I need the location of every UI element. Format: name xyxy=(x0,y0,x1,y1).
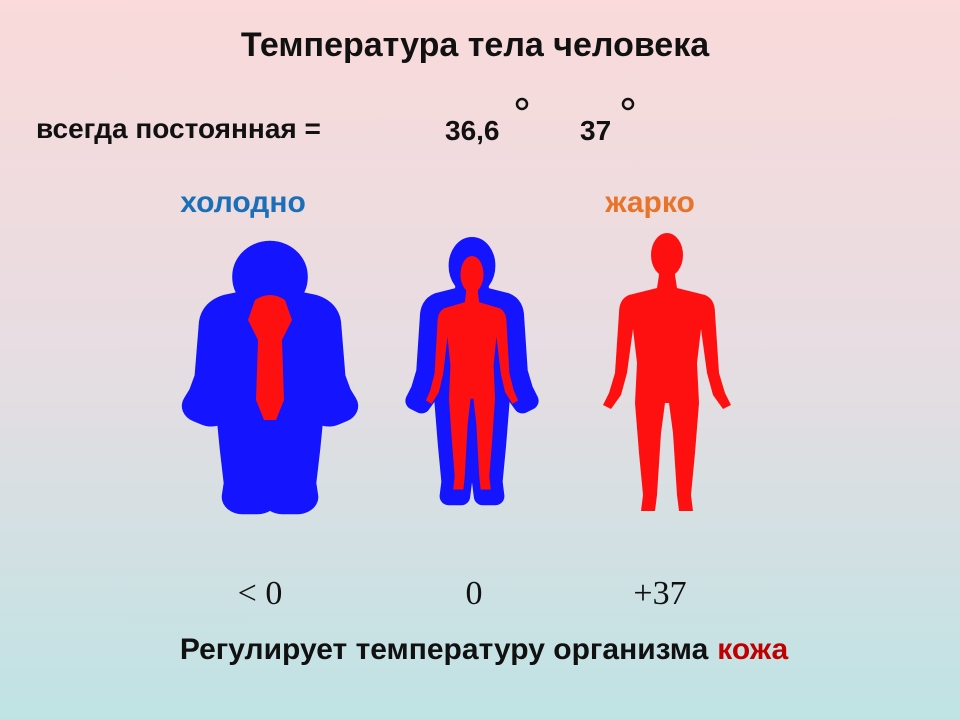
hot-label: жарко xyxy=(604,186,695,219)
cold-figure xyxy=(203,258,337,497)
temperature-value: 37 xyxy=(580,115,611,146)
title: Температура тела человека xyxy=(241,26,710,64)
temperature-label: 0 xyxy=(466,575,483,612)
temperature-value: 36,6 xyxy=(445,115,500,146)
temperature-label: +37 xyxy=(633,575,686,612)
subtitle: всегда постоянная = xyxy=(36,113,321,144)
temperature-label: < 0 xyxy=(238,575,283,612)
cold-label: холодно xyxy=(180,186,306,219)
degree-sign xyxy=(621,97,635,111)
degree-sign xyxy=(515,97,529,111)
core-zone xyxy=(248,295,292,420)
footer-text: Регулирует температуру организма xyxy=(180,633,709,666)
footer: Регулирует температуру организма кожа xyxy=(180,633,789,666)
footer-highlight: кожа xyxy=(717,633,788,666)
